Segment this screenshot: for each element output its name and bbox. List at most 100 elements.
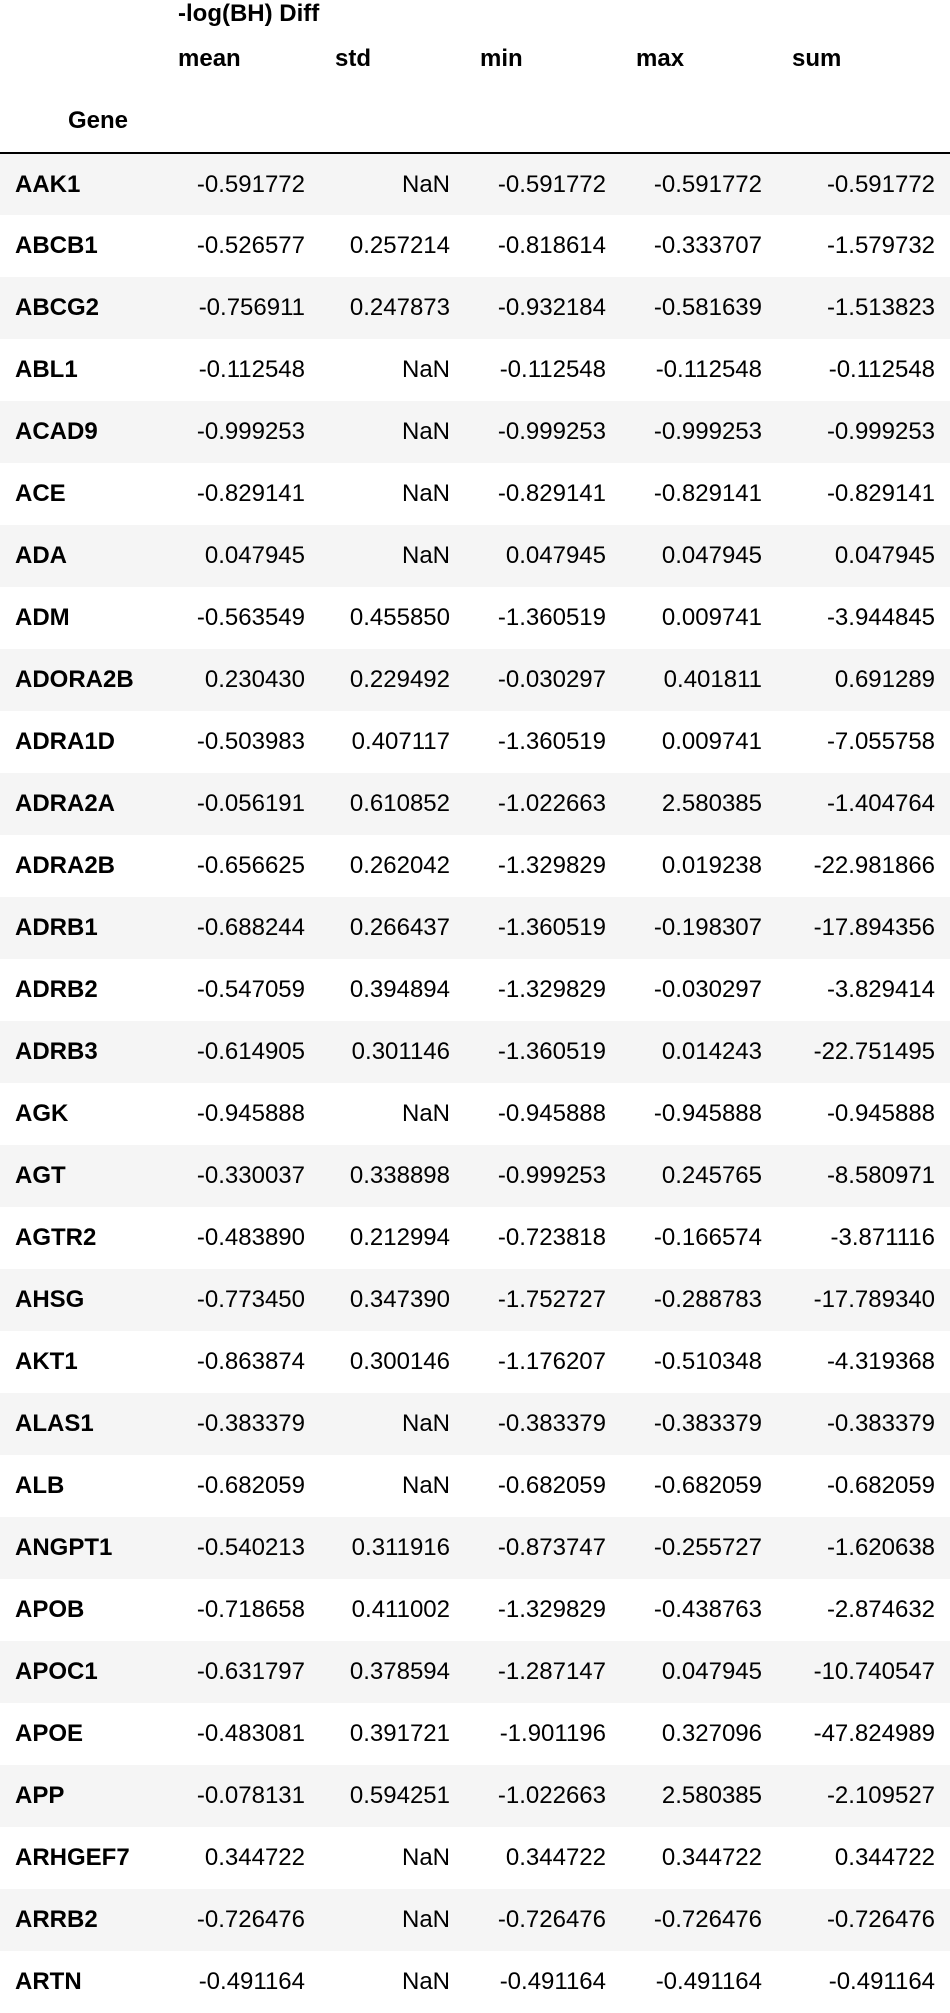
cell-mean: -0.547059 (196, 976, 305, 1003)
cell-mean: -0.682059 (196, 1472, 305, 1499)
cell-sum: -22.751495 (813, 1038, 936, 1065)
cell-min: -0.945888 (497, 1100, 606, 1127)
row-gene-label: ADM (15, 604, 70, 631)
cell-sum: -0.491164 (828, 1968, 936, 1995)
cell-min: -1.176207 (497, 1348, 606, 1375)
cell-sum: 0.691289 (834, 666, 936, 693)
cell-std: 0.262042 (349, 852, 450, 879)
table-row: AGTR2 -0.483890 0.212994 -0.723818 -0.166574… (0, 1207, 950, 1269)
cell-sum: -0.726476 (826, 1906, 936, 1933)
cell-mean: -0.330037 (196, 1162, 305, 1189)
cell-std: 0.229492 (349, 666, 450, 693)
cell-min: -0.932184 (497, 294, 606, 321)
cell-std: 0.266437 (349, 914, 450, 941)
cell-min: -0.723818 (497, 1224, 606, 1251)
cell-min: -0.591772 (497, 170, 606, 198)
cell-sum: -0.112548 (828, 356, 936, 383)
table-row: ADORA2B 0.230430 0.229492 -0.030297 0.401811… (0, 649, 950, 711)
cell-min: 0.047945 (505, 542, 606, 569)
cell-sum: -0.829141 (826, 480, 936, 507)
cell-std: NaN (401, 1410, 450, 1437)
cell-min: -1.329829 (497, 852, 606, 879)
table-row: ALAS1 -0.383379 NaN -0.383379 -0.383379 -0.38… (0, 1393, 950, 1455)
row-gene-label: ADRA2A (15, 790, 116, 817)
cell-std: 0.594251 (349, 1782, 450, 1809)
cell-mean: -0.688244 (196, 914, 305, 941)
table-row: ABCG2 -0.756911 0.247873 -0.932184 -0.581639… (0, 277, 950, 339)
row-gene-label: ANGPT1 (15, 1534, 113, 1561)
cell-max: -0.581639 (653, 294, 762, 321)
cell-sum: -7.055758 (826, 728, 936, 755)
cell-sum: -0.945888 (826, 1100, 936, 1127)
cell-max: -0.438763 (653, 1596, 762, 1623)
row-gene-label: AHSG (15, 1286, 85, 1313)
cell-mean: -0.483081 (196, 1720, 305, 1747)
row-gene-label: ADRB1 (15, 914, 98, 941)
row-gene-label: ADA (15, 542, 67, 569)
row-gene-label: APP (15, 1782, 65, 1809)
cell-max: -0.166574 (653, 1224, 762, 1251)
cell-sum: -3.829414 (826, 976, 936, 1003)
cell-sum: -4.319368 (826, 1348, 936, 1375)
cell-min: -1.360519 (497, 728, 606, 755)
cell-max: -0.491164 (655, 1968, 762, 1995)
cell-max: 2.580385 (661, 790, 762, 817)
cell-mean: -0.945888 (196, 1100, 305, 1127)
table-row: ADRA2A -0.056191 0.610852 -1.022663 2.580385… (0, 773, 950, 835)
cell-std: NaN (401, 1100, 450, 1127)
header-blank (0, 0, 163, 28)
cell-sum: -0.682059 (826, 1472, 936, 1499)
cell-mean: -0.503983 (196, 728, 305, 755)
cell-max: 2.580385 (661, 1782, 762, 1809)
cell-mean: -0.863874 (196, 1348, 305, 1375)
cell-std: 0.301146 (351, 1038, 450, 1065)
table-row: ADRB1 -0.688244 0.266437 -1.360519 -0.198307… (0, 897, 950, 959)
cell-min: -0.383379 (497, 1410, 606, 1437)
cell-min: 0.344722 (505, 1844, 606, 1871)
cell-std: 0.411002 (351, 1596, 450, 1623)
header-row-group: -log(BH) Diff (0, 0, 950, 28)
cell-std: 0.378594 (349, 1658, 450, 1685)
cell-min: -1.329829 (497, 1596, 606, 1623)
table-row: APOE -0.483081 0.391721 -1.901196 0.327096 -4… (0, 1703, 950, 1765)
table-row: APP -0.078131 0.594251 -1.022663 2.580385 -2.… (0, 1765, 950, 1827)
cell-std: NaN (401, 1472, 450, 1499)
cell-max: -0.829141 (653, 480, 762, 507)
cell-max: 0.009741 (661, 728, 762, 755)
cell-std: 0.610852 (349, 790, 450, 817)
cell-sum: -3.944845 (826, 604, 936, 631)
table-row: ARRB2 -0.726476 NaN -0.726476 -0.726476 -0.72… (0, 1889, 950, 1951)
table-row: AKT1 -0.863874 0.300146 -1.176207 -0.510348 -… (0, 1331, 950, 1393)
table-row: AGK -0.945888 NaN -0.945888 -0.945888 -0.9458… (0, 1083, 950, 1145)
cell-std: 0.300146 (349, 1348, 450, 1375)
cell-sum: -0.591772 (826, 170, 936, 198)
cell-sum: -3.871116 (830, 1224, 936, 1251)
cell-min: -0.999253 (497, 1162, 606, 1189)
column-header-sum: sum (792, 45, 842, 72)
cell-std: NaN (401, 1968, 450, 1995)
cell-mean: -0.540213 (196, 1534, 305, 1561)
column-header-mean: mean (178, 45, 241, 72)
column-header-std: std (335, 45, 371, 72)
row-gene-label: ALB (15, 1472, 65, 1499)
cell-mean: -0.563549 (196, 604, 305, 631)
cell-mean: -0.591772 (196, 170, 305, 198)
cell-std: NaN (401, 170, 450, 198)
cell-min: -0.873747 (497, 1534, 606, 1561)
cell-mean: -0.656625 (196, 852, 305, 879)
cell-std: 0.347390 (349, 1286, 450, 1313)
index-name: Gene (67, 107, 128, 134)
cell-sum: -1.513823 (826, 294, 936, 321)
row-gene-label: ABL1 (15, 356, 78, 383)
cell-max: -0.255727 (653, 1534, 762, 1561)
cell-mean: 0.344722 (204, 1844, 305, 1871)
cell-min: -1.360519 (497, 914, 606, 941)
row-gene-label: ACAD9 (15, 418, 98, 445)
row-gene-label: APOC1 (15, 1658, 98, 1685)
cell-sum: -17.894356 (813, 914, 936, 941)
table-row: ADA 0.047945 NaN 0.047945 0.047945 0.047945 (0, 525, 950, 587)
cell-sum: -17.789340 (813, 1286, 936, 1313)
cell-max: 0.019238 (661, 852, 762, 879)
cell-max: -0.726476 (653, 1906, 762, 1933)
